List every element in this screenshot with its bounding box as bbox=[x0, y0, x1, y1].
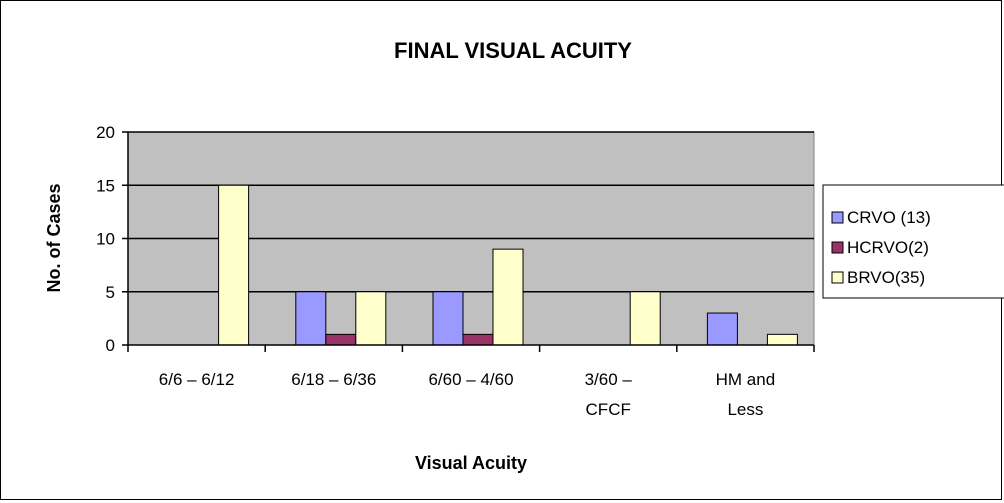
legend-swatch-1 bbox=[831, 241, 844, 254]
bar-0-4 bbox=[706, 312, 738, 346]
x-category-label-2-line-0: 6/60 – 4/60 bbox=[428, 370, 513, 389]
y-axis-title: No. of Cases bbox=[44, 183, 64, 292]
legend: CRVO (13) HCRVO(2) BRVO(35) bbox=[822, 184, 1004, 299]
x-category-label-4: HM and Less bbox=[716, 370, 776, 419]
y-tick-labels: 0 5 10 15 20 bbox=[96, 123, 115, 355]
bar-1-1 bbox=[325, 333, 357, 346]
legend-swatch-0 bbox=[831, 211, 844, 224]
x-category-label-0: 6/6 – 6/12 bbox=[159, 370, 235, 389]
x-category-labels: 6/6 – 6/12 6/18 – 6/36 6/60 – 4/60 3/60 – CF… bbox=[159, 370, 775, 419]
x-category-label-0-line-0: 6/6 – 6/12 bbox=[159, 370, 235, 389]
legend-label-0: CRVO (13) bbox=[847, 208, 931, 227]
legend-label-2: BRVO(35) bbox=[847, 268, 925, 287]
x-axis-title: Visual Acuity bbox=[415, 453, 527, 473]
legend-box bbox=[822, 184, 1004, 299]
y-tick-label-1: 5 bbox=[106, 283, 115, 302]
bar-1-2 bbox=[462, 333, 494, 346]
x-category-label-3-line-0: 3/60 – bbox=[585, 370, 633, 389]
x-category-label-1: 6/18 – 6/36 bbox=[291, 370, 376, 389]
y-tick-label-4: 20 bbox=[96, 123, 115, 142]
x-category-label-4-line-1: Less bbox=[727, 400, 763, 419]
x-category-label-3-line-1: CFCF bbox=[586, 400, 631, 419]
x-category-label-1-line-0: 6/18 – 6/36 bbox=[291, 370, 376, 389]
bar-2-3 bbox=[629, 291, 661, 346]
x-category-label-2: 6/60 – 4/60 bbox=[428, 370, 513, 389]
bar-2-4 bbox=[766, 333, 798, 346]
legend-swatch-2 bbox=[831, 271, 844, 284]
x-category-label-3: 3/60 – CFCF bbox=[585, 370, 633, 419]
bar-0-1 bbox=[295, 291, 327, 346]
bar-0-2 bbox=[432, 291, 464, 346]
y-tick-label-2: 10 bbox=[96, 230, 115, 249]
bar-2-2 bbox=[492, 248, 524, 346]
bar-2-1 bbox=[355, 291, 387, 346]
x-category-label-4-line-0: HM and bbox=[716, 370, 776, 389]
y-tick-label-0: 0 bbox=[106, 336, 115, 355]
bar-2-0 bbox=[218, 184, 250, 346]
axes bbox=[122, 131, 815, 352]
chart-title: FINAL VISUAL ACUITY bbox=[394, 38, 632, 63]
y-tick-label-3: 15 bbox=[96, 176, 115, 195]
legend-label-1: HCRVO(2) bbox=[847, 238, 929, 257]
